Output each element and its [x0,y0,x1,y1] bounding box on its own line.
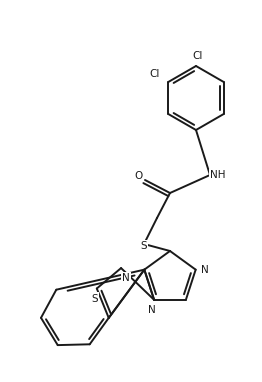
Text: N: N [201,265,209,275]
Text: NH: NH [210,170,226,180]
Text: S: S [91,293,98,304]
Text: Cl: Cl [193,51,203,61]
Text: O: O [134,171,142,181]
Text: Cl: Cl [149,69,160,79]
Text: N: N [122,273,130,283]
Text: S: S [141,241,147,251]
Text: N: N [148,305,156,315]
